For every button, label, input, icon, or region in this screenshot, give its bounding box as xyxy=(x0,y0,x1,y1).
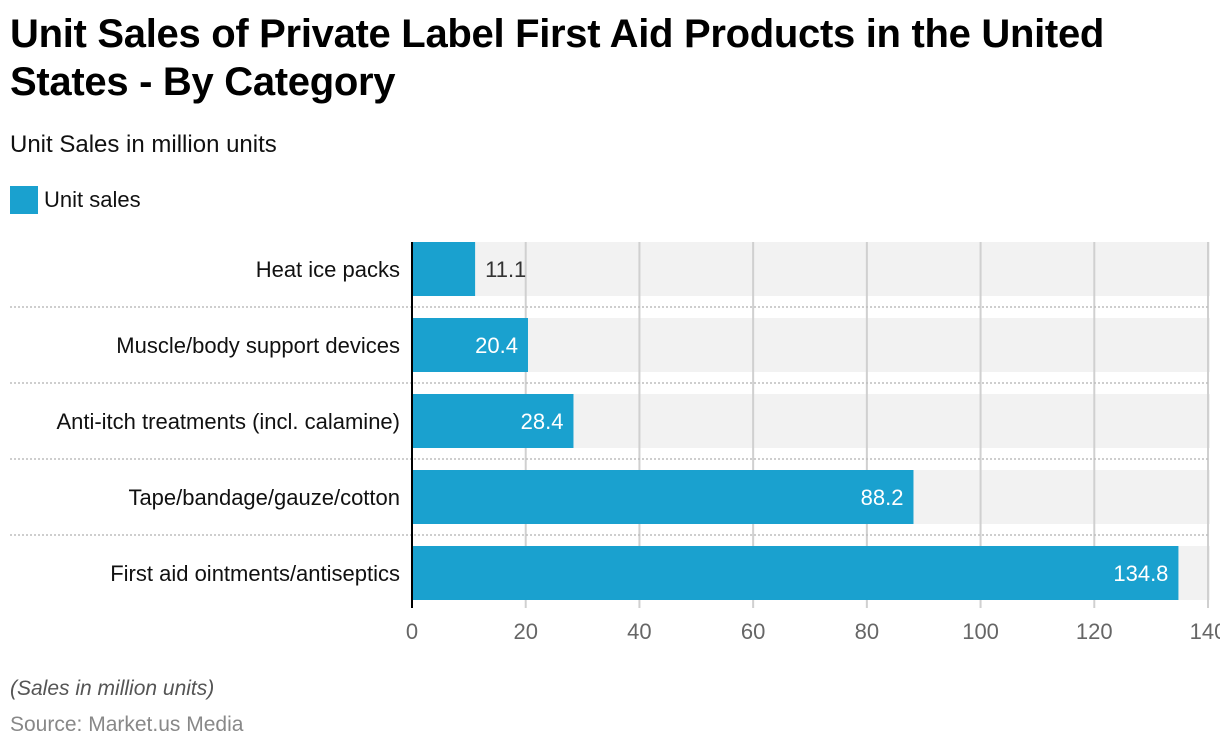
x-tick-label: 140 xyxy=(1190,619,1220,644)
x-tick-label: 80 xyxy=(855,619,879,644)
chart-source: Source: Market.us Media xyxy=(10,713,244,736)
data-label: 88.2 xyxy=(861,485,904,510)
row-background xyxy=(412,242,1210,296)
x-tick-label: 40 xyxy=(627,619,651,644)
legend-swatch xyxy=(10,186,38,214)
legend-label: Unit sales xyxy=(44,187,141,212)
x-tick-label: 0 xyxy=(406,619,418,644)
category-label: Muscle/body support devices xyxy=(116,333,400,358)
chart-title: Unit Sales of Private Label First Aid Pr… xyxy=(10,12,1105,104)
legend: Unit sales xyxy=(10,186,141,214)
category-label: Heat ice packs xyxy=(256,257,400,282)
data-label: 28.4 xyxy=(521,409,564,434)
bar[interactable] xyxy=(412,318,528,372)
x-tick-label: 60 xyxy=(741,619,765,644)
x-tick-label: 100 xyxy=(962,619,999,644)
bar[interactable] xyxy=(412,242,476,296)
chart-subtitle: Unit Sales in million units xyxy=(10,131,277,158)
bar-chart: Heat ice packs 11.1 Muscle/body support de… xyxy=(10,242,1220,644)
category-label: Tape/bandage/gauze/cotton xyxy=(128,485,400,510)
chart-note: (Sales in million units) xyxy=(10,677,215,700)
category-label: Anti-itch treatments (incl. calamine) xyxy=(56,409,400,434)
bar[interactable] xyxy=(412,470,914,524)
row-background xyxy=(412,318,1210,372)
data-label: 134.8 xyxy=(1113,561,1168,586)
data-label: 11.1 xyxy=(485,257,526,282)
category-label: First aid ointments/antiseptics xyxy=(110,561,400,586)
x-tick-label: 120 xyxy=(1076,619,1113,644)
data-label: 20.4 xyxy=(475,333,518,358)
bar[interactable] xyxy=(412,394,574,448)
bar[interactable] xyxy=(412,546,1179,600)
x-tick-label: 20 xyxy=(513,619,537,644)
